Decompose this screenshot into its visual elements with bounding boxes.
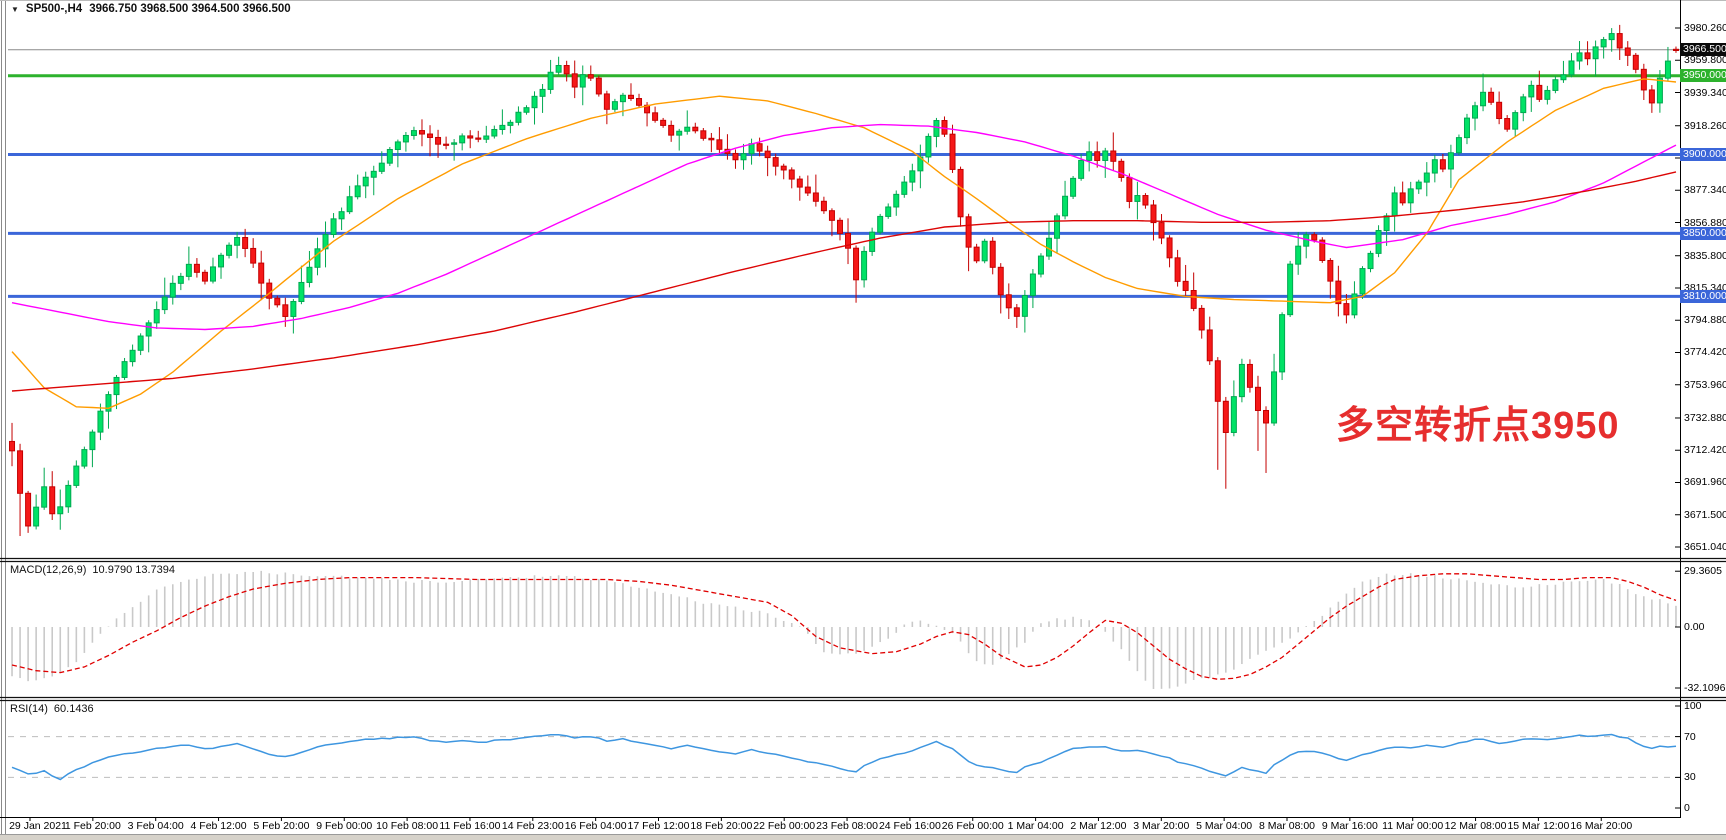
time-tick-label: 14 Feb 23:00 [501, 820, 564, 832]
rsi-line [11, 733, 1677, 781]
time-tick-label: 9 Feb 00:00 [316, 820, 373, 832]
rsi-values: 60.1436 [53, 703, 94, 715]
window-bottom-edge [0, 834, 1726, 840]
price-tick-label: 3794.880 [1684, 314, 1726, 327]
price-tick-label: 3753.960 [1684, 378, 1726, 391]
time-tick-label: 24 Feb 16:00 [878, 820, 941, 832]
price-level-badge: 3900.000 [1680, 148, 1726, 162]
time-tick-label: 5 Feb 20:00 [253, 820, 310, 832]
ohlc-values: 3966.750 3968.500 3964.500 3966.500 [89, 3, 291, 15]
price-tick-label: 3651.040 [1684, 541, 1726, 553]
rsi-tick-label: 100 [1684, 700, 1702, 712]
rsi-tick-label: 30 [1684, 771, 1696, 784]
time-tick-label: 16 Mar 20:00 [1570, 820, 1633, 832]
turning-point-annotation: 多空转折点3950 [1336, 405, 1620, 447]
time-tick-label: 12 Mar 08:00 [1444, 820, 1507, 832]
time-tick-label: 9 Mar 16:00 [1321, 820, 1378, 832]
symbol-period-label: SP500-,H4 [25, 3, 83, 15]
price-tick-label: 3691.960 [1684, 476, 1726, 489]
price-level-badge: 3810.000 [1680, 289, 1726, 303]
ma-mid-line [11, 123, 1677, 331]
price-tick-label: 3918.260 [1684, 119, 1726, 132]
price-level-badge: 3850.000 [1680, 226, 1726, 240]
candles[interactable] [9, 24, 1679, 537]
moving-average-lines [11, 78, 1677, 410]
price-level-badge: 3950.000 [1680, 69, 1726, 83]
time-tick-label: 1 Feb 20:00 [64, 820, 121, 832]
price-tick-label: 3939.340 [1684, 86, 1726, 99]
time-tick-label: 1 Mar 04:00 [1007, 820, 1064, 832]
time-tick-label: 10 Feb 08:00 [376, 820, 439, 832]
macd-tick-label: 0.00 [1684, 621, 1705, 633]
rsi-tick-label: 0 [1684, 802, 1690, 814]
macd-name: MACD(12,26,9) [10, 564, 87, 576]
chart-header: ▼ SP500-,H4 3966.750 3968.500 3964.500 3… [11, 3, 291, 15]
price-tick-label: 3980.260 [1684, 22, 1726, 34]
time-tick-marks [29, 817, 1602, 821]
price-tick-label: 3959.800 [1684, 54, 1726, 67]
time-tick-label: 5 Mar 04:00 [1196, 820, 1253, 832]
rsi-name: RSI(14) [10, 703, 48, 715]
macd-indicator-label: MACD(12,26,9) 10.9790 13.7394 [10, 564, 175, 576]
time-tick-label: 2 Mar 12:00 [1070, 820, 1127, 832]
symbol-dropdown-icon[interactable]: ▼ [11, 4, 19, 14]
macd-tick-label: 29.3605 [1684, 565, 1722, 578]
time-tick-label: 18 Feb 20:00 [690, 820, 753, 832]
time-tick-label: 3 Feb 04:00 [127, 820, 184, 832]
macd-signal-line [11, 573, 1677, 680]
rsi-tick-label: 70 [1684, 730, 1696, 743]
macd-values: 10.9790 13.7394 [92, 564, 176, 576]
time-tick-label: 23 Feb 08:00 [816, 820, 878, 832]
time-tick-label: 16 Feb 04:00 [564, 820, 627, 832]
time-tick-label: 17 Feb 12:00 [627, 820, 690, 832]
ma-fast-line [11, 78, 1677, 410]
time-tick-label: 4 Feb 12:00 [190, 820, 247, 832]
price-tick-label: 3774.420 [1684, 346, 1726, 359]
price-tick-label: 3856.880 [1684, 216, 1726, 229]
time-tick-label: 8 Mar 08:00 [1258, 820, 1316, 832]
macd-tick-label: -32.1096 [1684, 682, 1726, 694]
rsi-indicator-label: RSI(14) 60.1436 [10, 703, 94, 715]
time-tick-label: 3 Mar 20:00 [1133, 820, 1190, 832]
time-tick-label: 15 Mar 12:00 [1507, 820, 1570, 832]
time-tick-label: 11 Feb 16:00 [439, 820, 501, 832]
price-tick-label: 3835.800 [1684, 249, 1726, 262]
time-tick-label: 11 Mar 00:00 [1382, 820, 1444, 832]
time-tick-label: 26 Feb 00:00 [941, 820, 1004, 832]
price-tick-label: 3671.500 [1684, 508, 1726, 521]
panel-separators[interactable] [0, 557, 1726, 702]
horizontal-price-lines[interactable] [8, 49, 1680, 298]
axes[interactable] [0, 0, 1681, 818]
macd-histogram [11, 570, 1677, 689]
price-level-badge: 3966.500 [1680, 43, 1726, 57]
price-tick-label: 3712.420 [1684, 444, 1726, 457]
time-tick-label: 29 Jan 2021 [9, 820, 67, 832]
time-tick-label: 22 Feb 00:00 [753, 820, 816, 832]
price-tick-label: 3732.880 [1684, 411, 1726, 424]
ma-slow-line [11, 171, 1677, 392]
rsi-level-lines [8, 736, 1680, 778]
price-tick-label: 3877.340 [1684, 184, 1726, 197]
